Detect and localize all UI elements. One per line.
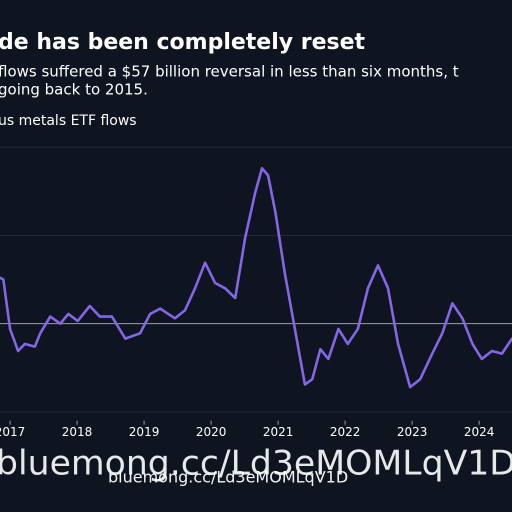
- watermark: bluemong.cc/Ld3eMOMLqV1D: [108, 468, 348, 487]
- x-tick-label: 2023: [397, 425, 428, 439]
- series-line: [0, 167, 512, 389]
- x-tick-label: 2021: [263, 425, 294, 439]
- x-tick-label: 2018: [62, 425, 93, 439]
- series-label: us metals ETF flows: [0, 113, 137, 129]
- x-tick-label: 2024: [464, 425, 495, 439]
- watermark: bluemong.cc/Ld3eMOMLqV1D: [0, 444, 512, 484]
- plot-area: 2017 2018 2019 2020 2021 2022 2023 2024: [0, 146, 512, 439]
- x-tick-label: 2019: [129, 425, 160, 439]
- subtitle: going back to 2015.: [0, 81, 148, 99]
- chart-title: de has been completely reset: [0, 30, 366, 55]
- x-tick-label: 2020: [196, 425, 227, 439]
- x-tick-label: 2022: [330, 425, 361, 439]
- x-tick-label: 2017: [0, 425, 25, 439]
- subtitle: flows suffered a $57 billion reversal in…: [0, 63, 459, 81]
